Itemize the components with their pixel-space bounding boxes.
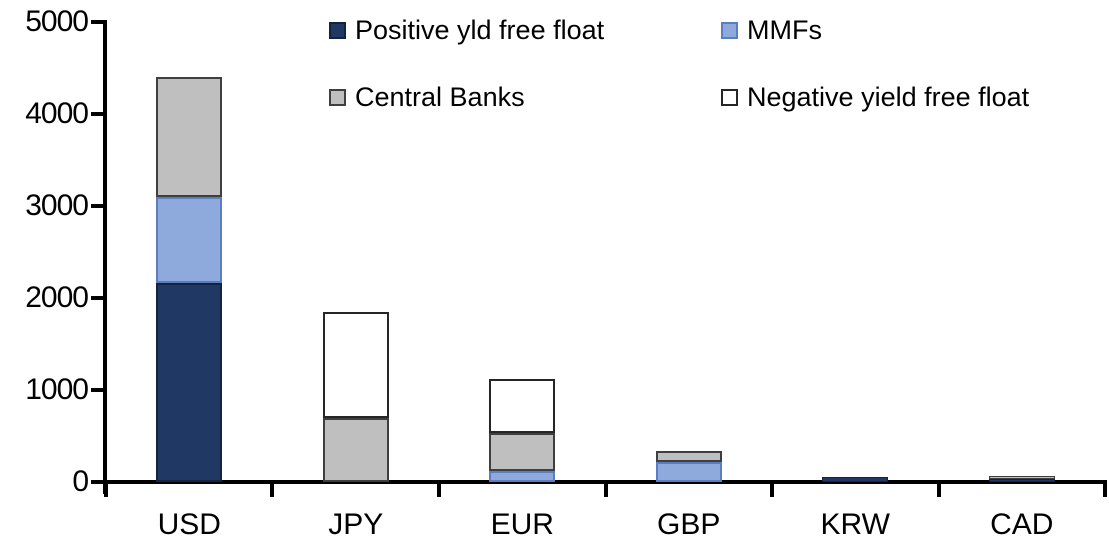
y-tick-mark (91, 480, 103, 484)
legend-swatch-central-banks (329, 88, 346, 106)
plot-area (106, 22, 1105, 482)
y-tick-label: 5000 (25, 5, 89, 38)
legend-swatch-positive-yld-free-float (329, 21, 346, 39)
x-tick-mark (104, 484, 108, 497)
y-tick-label: 3000 (25, 189, 89, 222)
legend-label: Central Banks (355, 82, 525, 112)
x-category-label: JPY (328, 508, 384, 541)
bar-segment-central-banks (156, 77, 223, 197)
x-category-label: KRW (820, 508, 890, 541)
bar-segment-mmfs (655, 461, 722, 482)
x-tick-mark (270, 484, 275, 497)
x-category-label: CAD (990, 508, 1054, 541)
y-axis-line (103, 20, 107, 494)
bar-segment-negative-yield-free-float (489, 379, 556, 433)
y-tick-mark (91, 20, 103, 24)
y-axis-labels: 0 1000 2000 3000 4000 5000 (0, 6, 89, 498)
x-tick-mark (436, 484, 441, 497)
legend-item-negative-yield-free-float: Negative yield free float (721, 80, 1029, 114)
legend-item-mmfs: MMFs (721, 13, 822, 47)
bar-segment-central-banks (489, 432, 556, 471)
y-tick-mark (91, 112, 103, 116)
bar-segment-central-banks (322, 417, 389, 482)
x-axis-line (103, 480, 1107, 484)
x-category-label: EUR (490, 508, 554, 541)
x-tick-mark (1103, 484, 1107, 497)
legend-swatch-negative-yield-free-float (721, 88, 738, 106)
bar-segment-positive-yld-free-float (156, 283, 223, 482)
bar-segment-mmfs (156, 196, 223, 284)
x-category-label: GBP (657, 508, 721, 541)
y-tick-mark (91, 296, 103, 300)
x-tick-mark (769, 484, 774, 497)
bar-segment-mmfs (489, 470, 556, 482)
y-tick-mark (91, 204, 103, 208)
bar-segment-positive-yld-free-float (988, 478, 1055, 482)
legend-label: Negative yield free float (747, 82, 1030, 112)
x-axis-ticks (104, 484, 1107, 497)
x-tick-mark (936, 484, 941, 497)
bar-segment-central-banks (655, 450, 722, 462)
legend-label: MMFs (747, 15, 822, 45)
bar-segment-central-banks (988, 476, 1055, 479)
bar-krw (822, 22, 889, 482)
y-tick-mark (91, 388, 103, 392)
y-axis-ticks (91, 20, 103, 484)
bar-usd (156, 22, 223, 482)
bar-segment-positive-yld-free-float (822, 477, 889, 482)
y-tick-label: 4000 (25, 97, 89, 130)
legend-swatch-mmfs (721, 21, 738, 39)
y-tick-label: 2000 (25, 281, 89, 314)
bar-gbp (655, 22, 722, 482)
x-tick-mark (603, 484, 608, 497)
bar-eur (489, 22, 556, 482)
y-tick-label: 0 (72, 465, 89, 498)
x-category-label: USD (157, 508, 221, 541)
bar-jpy (322, 22, 389, 482)
y-tick-label: 1000 (25, 373, 89, 406)
legend-label: Positive yld free float (355, 15, 605, 45)
bar-segment-negative-yield-free-float (322, 311, 389, 418)
legend-item-central-banks: Central Banks (329, 80, 525, 114)
bar-cad (988, 22, 1055, 482)
legend-item-positive-yld-free-float: Positive yld free float (329, 13, 604, 47)
x-axis-labels: USD JPY EUR GBP KRW CAD (106, 508, 1105, 548)
